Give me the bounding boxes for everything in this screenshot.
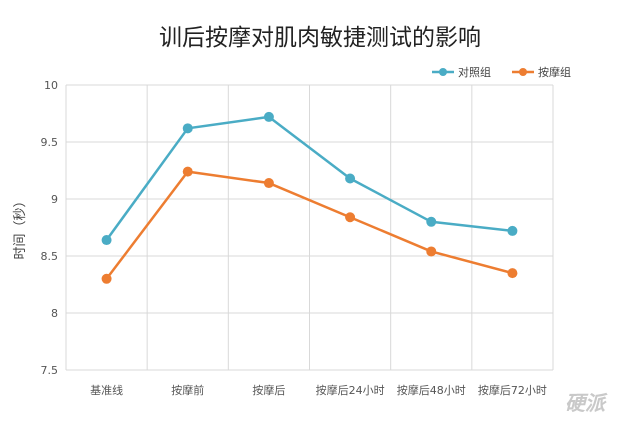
data-point [263, 111, 274, 122]
data-point [507, 225, 518, 236]
x-tick-label: 按摩后 [252, 383, 285, 397]
data-point [101, 235, 112, 246]
x-tick-label: 按摩后24小时 [316, 383, 385, 397]
legend-label: 对照组 [458, 65, 491, 79]
y-tick-label: 7.5 [41, 364, 59, 377]
x-tick-label: 基准线 [90, 383, 123, 397]
x-tick-label: 按摩后48小时 [397, 383, 466, 397]
y-tick-label: 9.5 [41, 136, 59, 149]
series-1 [101, 111, 518, 246]
series-line [105, 115, 513, 241]
y-axis-label: 时间（秒） [13, 194, 28, 259]
series-layer [101, 111, 518, 284]
data-point [426, 246, 437, 257]
legend-swatch-marker [519, 68, 527, 76]
data-point [426, 216, 437, 227]
data-point [182, 166, 193, 177]
legend-item-2: 按摩组 [512, 65, 571, 79]
chart-title: 训后按摩对肌肉敏捷测试的影响 [159, 25, 481, 51]
y-tick-label: 9 [51, 193, 58, 206]
y-tick-label: 10 [44, 79, 58, 92]
data-point [345, 212, 356, 223]
x-tick-label: 按摩后72小时 [478, 383, 547, 397]
series-line [105, 170, 513, 280]
legend-label: 按摩组 [538, 65, 571, 79]
y-tick-label: 8 [51, 307, 58, 320]
data-point [182, 123, 193, 134]
y-tick-label: 8.5 [41, 250, 59, 263]
watermark: 硬派 [565, 391, 608, 415]
data-point [101, 273, 112, 284]
data-point [345, 173, 356, 184]
data-point [507, 268, 518, 279]
legend: 对照组 按摩组 [432, 65, 571, 79]
y-axis-ticks: 7.5 8 8.5 9 9.5 10 [41, 79, 59, 377]
x-tick-label: 按摩前 [171, 383, 204, 397]
data-point [263, 178, 274, 189]
x-axis-ticks: 基准线 按摩前 按摩后 按摩后24小时 按摩后48小时 按摩后72小时 [90, 383, 547, 397]
legend-item-1: 对照组 [432, 65, 491, 79]
legend-swatch-marker [439, 68, 447, 76]
series-2 [101, 166, 518, 284]
